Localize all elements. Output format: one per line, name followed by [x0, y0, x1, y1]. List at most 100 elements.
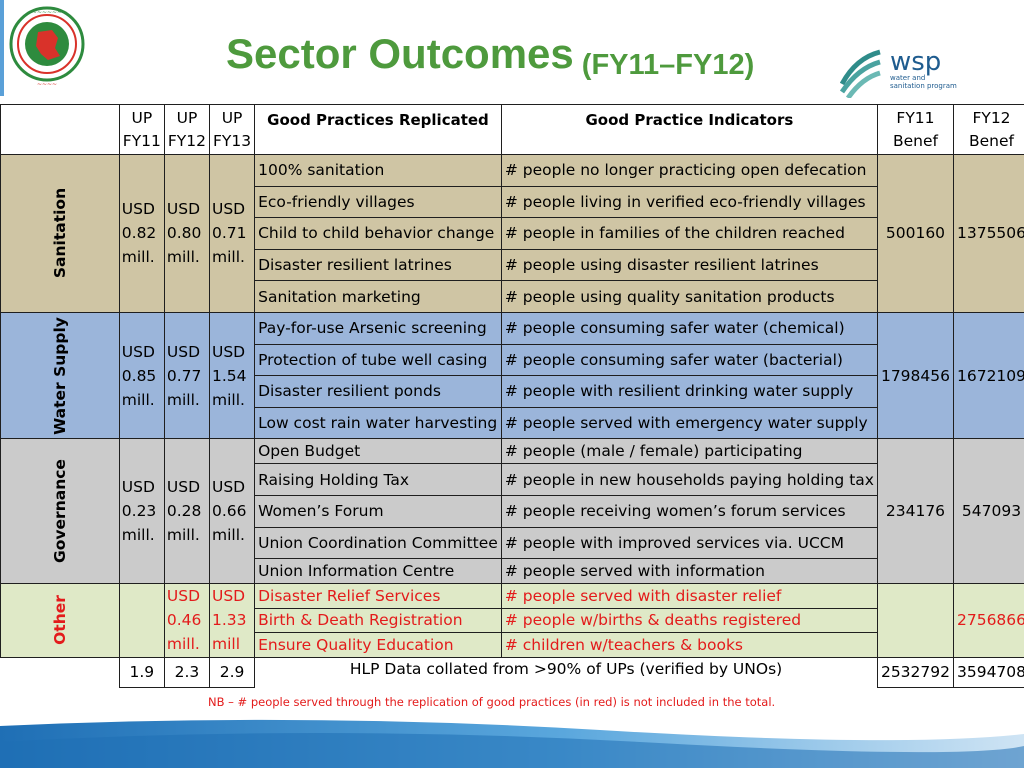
governance-up-fy12: USD 0.28 mill. [163, 438, 211, 585]
sanitation-up-fy11: USD 0.82 mill. [118, 154, 165, 313]
sanitation-benef-fy12: 1375506 [952, 154, 1024, 313]
table-row: Disaster resilient latrines # people usi… [1, 248, 1024, 282]
practice-cell: Birth & Death Registration [254, 607, 502, 634]
header-practices: Good Practices Replicated [254, 104, 502, 155]
other-up-fy11 [118, 583, 165, 658]
water-up-fy12: USD 0.77 mill. [163, 311, 211, 440]
table-row: Other USD 0.46 mill. USD 1.33 mill Disaster … [0, 583, 1024, 658]
total-up-fy11: 1.9 [118, 656, 165, 688]
table-row: Disaster resilient ponds # people with r… [1, 375, 1024, 408]
sector-label-other: Other [0, 583, 120, 658]
other-up-fy13: USD 1.33 mill [208, 583, 256, 658]
other-up-fy12: USD 0.46 mill. [163, 583, 211, 658]
practice-cell: Child to child behavior change [254, 217, 502, 250]
other-benef-fy12: 2756866 [952, 583, 1024, 658]
table-row: Ensure Quality Education # children w/te… [1, 632, 1024, 658]
svg-text:~~~~~~~~: ~~~~~~~~ [27, 9, 67, 16]
practice-cell: Open Budget [254, 438, 502, 465]
water-up-fy13: USD 1.54 mill. [208, 311, 256, 440]
indicator-cell: # people (male / female) participating [500, 438, 878, 465]
header-fy11-benef: FY11 Benef [876, 104, 954, 155]
indicator-cell: # people using quality sanitation produc… [500, 280, 878, 313]
governance-up-fy13: USD 0.66 mill. [208, 438, 256, 585]
total-up-fy12: 2.3 [163, 656, 211, 688]
indicator-cell: # people with improved services via. UCC… [500, 526, 878, 560]
table-row: Sanitation USD 0.82 mill. USD 0.80 mill. USD… [0, 154, 1024, 313]
practice-cell: 100% sanitation [254, 154, 502, 187]
table-row: Women’s Forum # people receiving women’s… [1, 494, 1024, 528]
header-up-fy13: UP FY13 [208, 104, 256, 155]
practice-cell: Sanitation marketing [254, 280, 502, 313]
practice-cell: Raising Holding Tax [254, 463, 502, 496]
totals-blank [1, 657, 120, 687]
sector-outcomes-table: UP FY11 UP FY12 UP FY13 Good Practices Repl… [0, 104, 1024, 688]
water-benef-fy12: 1672109 [952, 311, 1024, 440]
wsp-logo: wsp water and sanitation program [840, 47, 957, 98]
wsp-logo-text: wsp [890, 47, 941, 77]
header-up-fy11: UP FY11 [118, 104, 165, 155]
governance-up-fy11: USD 0.23 mill. [118, 438, 165, 585]
indicator-cell: # people living in verified eco-friendly… [500, 185, 878, 219]
indicator-cell: # people in families of the children rea… [500, 217, 878, 250]
indicator-cell: # people consuming safer water (chemical… [500, 311, 878, 345]
practice-cell: Pay-for-use Arsenic screening [254, 311, 502, 345]
left-accent-strip [0, 0, 4, 96]
decorative-wave-band [0, 719, 1024, 768]
water-benef-fy11: 1798456 [876, 311, 954, 440]
footnote: NB – # people served through the replica… [208, 695, 776, 709]
indicator-cell: # people receiving women’s forum service… [500, 494, 878, 528]
header-indicators: Good Practice Indicators [500, 104, 878, 155]
practice-cell: Disaster resilient latrines [254, 248, 502, 282]
total-up-fy13: 2.9 [208, 656, 256, 688]
practice-cell: Disaster Relief Services [254, 583, 502, 609]
indicator-cell: # people in new households paying holdin… [500, 463, 878, 496]
indicator-cell: # people using disaster resilient latrin… [500, 248, 878, 282]
sanitation-benef-fy11: 500160 [876, 154, 954, 313]
government-seal-logo: ~~~~~~~~ ~~~~ [9, 6, 85, 88]
indicator-cell: # people served with disaster relief [500, 583, 878, 609]
practice-cell: Ensure Quality Education [254, 632, 502, 658]
table-row: Birth & Death Registration # people w/bi… [1, 607, 1024, 634]
sanitation-up-fy13: USD 0.71 mill. [208, 154, 256, 313]
table-row: Union Information Centre # people served… [1, 558, 1024, 585]
slide-title: Sector Outcomes (FY11–FY12) [226, 30, 754, 90]
title-period: (FY11–FY12) [581, 49, 755, 81]
wsp-logo-sub1: water and [890, 74, 925, 82]
other-benef-fy11 [876, 583, 954, 658]
practice-cell: Low cost rain water harvesting [254, 406, 502, 440]
totals-note: HLP Data collated from >90% of UPs (veri… [254, 657, 878, 688]
indicator-cell: # people served with information [500, 558, 878, 585]
indicator-cell: # people no longer practicing open defec… [500, 154, 878, 187]
table-header-row: UP FY11 UP FY12 UP FY13 Good Practices Repl… [0, 104, 1024, 155]
indicator-cell: # people consuming safer water (bacteria… [500, 343, 878, 377]
header-fy12-benef: FY12 Benef [952, 104, 1024, 155]
sanitation-up-fy12: USD 0.80 mill. [163, 154, 211, 313]
water-up-fy11: USD 0.85 mill. [118, 311, 165, 440]
governance-benef-fy11: 234176 [876, 438, 954, 585]
header-up-fy12: UP FY12 [163, 104, 211, 155]
table-row: Governance USD 0.23 mill. USD 0.28 mill. USD… [0, 438, 1024, 585]
totals-row: 1.9 2.3 2.9 HLP Data collated from >90% … [1, 656, 1024, 688]
governance-benef-fy12: 547093 [952, 438, 1024, 585]
sector-label-governance: Governance [0, 438, 120, 585]
table-row: Eco-friendly villages # people living in… [1, 185, 1024, 219]
header-blank [0, 104, 120, 155]
practice-cell: Women’s Forum [254, 494, 502, 528]
table-row: Raising Holding Tax # people in new hous… [1, 463, 1024, 496]
practice-cell: Protection of tube well casing [254, 343, 502, 377]
table-row: Union Coordination Committee # people wi… [1, 526, 1024, 560]
svg-text:~~~~: ~~~~ [37, 81, 57, 88]
sector-label-sanitation: Sanitation [0, 154, 120, 313]
practice-cell: Disaster resilient ponds [254, 375, 502, 408]
total-benef-fy11: 2532792 [876, 656, 954, 688]
table-row: Child to child behavior change # people … [1, 217, 1024, 250]
practice-cell: Eco-friendly villages [254, 185, 502, 219]
indicator-cell: # children w/teachers & books [500, 632, 878, 658]
practice-cell: Union Information Centre [254, 558, 502, 585]
indicator-cell: # people served with emergency water sup… [500, 406, 878, 440]
wsp-logo-sub2: sanitation program [890, 82, 957, 90]
title-main: Sector Outcomes [226, 30, 574, 77]
total-benef-fy12: 3594708 [952, 656, 1024, 688]
indicator-cell: # people w/births & deaths registered [500, 607, 878, 634]
sector-label-water-supply: Water Supply [0, 311, 120, 440]
